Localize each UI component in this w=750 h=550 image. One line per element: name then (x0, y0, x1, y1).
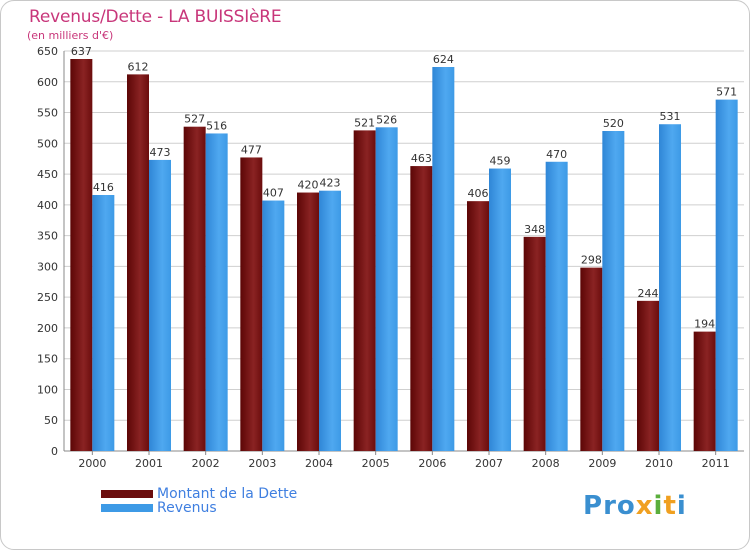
bar-revenus (715, 99, 738, 451)
data-label-dette: 244 (638, 287, 659, 300)
y-tick-label: 100 (37, 383, 58, 396)
data-label-dette: 348 (524, 223, 545, 236)
data-label-dette: 463 (411, 152, 432, 165)
bar-dette (297, 192, 319, 452)
bar-revenus (92, 195, 115, 451)
data-label-dette: 298 (581, 254, 602, 267)
data-label-revenus: 407 (263, 187, 284, 200)
y-tick-label: 550 (37, 107, 58, 120)
y-tick-label: 150 (37, 353, 58, 366)
data-label-revenus: 526 (376, 113, 397, 126)
y-tick-label: 500 (37, 137, 58, 150)
data-label-dette: 527 (184, 113, 205, 126)
y-tick-label: 250 (37, 291, 58, 304)
x-tick-label: 2007 (475, 457, 503, 470)
bar-revenus (262, 200, 285, 451)
data-label-revenus: 520 (603, 117, 624, 130)
chart-title: Revenus/Dette - LA BUISSIèRE (29, 7, 282, 27)
data-label-revenus: 473 (150, 146, 171, 159)
x-tick-label: 2003 (248, 457, 276, 470)
data-label-dette: 612 (128, 60, 149, 73)
bar-dette (183, 126, 206, 451)
data-label-dette: 521 (354, 116, 375, 129)
data-label-dette: 406 (468, 187, 489, 200)
bar-revenus (149, 159, 171, 451)
y-tick-label: 450 (37, 168, 58, 181)
x-tick-label: 2009 (588, 457, 616, 470)
bar-dette (693, 331, 716, 451)
bar-dette (523, 236, 546, 451)
bar-revenus (432, 67, 455, 451)
x-tick-label: 2002 (192, 457, 220, 470)
bar-revenus (375, 127, 398, 452)
bar-dette (637, 300, 659, 451)
y-tick-label: 50 (44, 414, 58, 427)
data-label-revenus: 423 (320, 177, 341, 190)
legend-swatch-dette (101, 490, 153, 498)
x-tick-label: 2001 (135, 457, 163, 470)
chart-subtitle: (en milliers d'€) (27, 29, 114, 42)
x-tick-label: 2010 (645, 457, 673, 470)
data-label-dette: 477 (241, 143, 262, 156)
bar-dette (580, 267, 603, 451)
y-tick-label: 300 (37, 260, 58, 273)
data-label-revenus: 470 (546, 148, 567, 161)
x-tick-label: 2008 (532, 457, 560, 470)
data-label-revenus: 624 (433, 53, 454, 66)
y-tick-label: 600 (37, 76, 58, 89)
bar-revenus (659, 124, 681, 451)
bar-dette (70, 59, 93, 451)
proxiti-logo: Proxiti (583, 491, 687, 521)
y-tick-label: 400 (37, 199, 58, 212)
bar-revenus (489, 168, 511, 452)
legend-item-dette: Montant de la Dette (101, 487, 297, 501)
data-label-revenus: 571 (716, 86, 737, 99)
y-tick-label: 200 (37, 322, 58, 335)
legend-label-dette: Montant de la Dette (157, 486, 298, 502)
bar-revenus (545, 161, 568, 451)
bar-revenus (602, 131, 625, 451)
data-label-revenus: 459 (490, 155, 511, 168)
x-tick-label: 2005 (362, 457, 390, 470)
bar-dette (410, 166, 433, 452)
data-label-revenus: 516 (206, 119, 227, 132)
x-tick-label: 2004 (305, 457, 333, 470)
data-label-revenus: 531 (660, 110, 681, 123)
x-tick-label: 2011 (702, 457, 730, 470)
legend-label-revenus: Revenus (157, 500, 217, 516)
x-tick-label: 2006 (418, 457, 446, 470)
y-tick-label: 350 (37, 230, 58, 243)
bar-dette (467, 201, 489, 451)
bar-dette (240, 157, 263, 451)
y-tick-label: 650 (37, 45, 58, 58)
bar-dette (127, 74, 149, 451)
bar-chart: 0 50 100 150 200 250 300 350 400 450 500 550 600 650 6… (37, 45, 744, 470)
legend: Montant de la Dette Revenus (101, 487, 297, 515)
bar-dette (353, 130, 376, 451)
legend-swatch-revenus (101, 504, 153, 512)
x-tick-label: 2000 (78, 457, 106, 470)
data-label-dette: 637 (71, 45, 92, 58)
y-tick-label: 0 (51, 445, 58, 458)
data-label-dette: 420 (298, 179, 319, 192)
bar-revenus (205, 133, 228, 451)
bar-revenus (319, 190, 341, 451)
data-label-revenus: 416 (93, 181, 114, 194)
legend-item-revenus: Revenus (101, 501, 297, 515)
data-label-dette: 194 (694, 318, 715, 331)
